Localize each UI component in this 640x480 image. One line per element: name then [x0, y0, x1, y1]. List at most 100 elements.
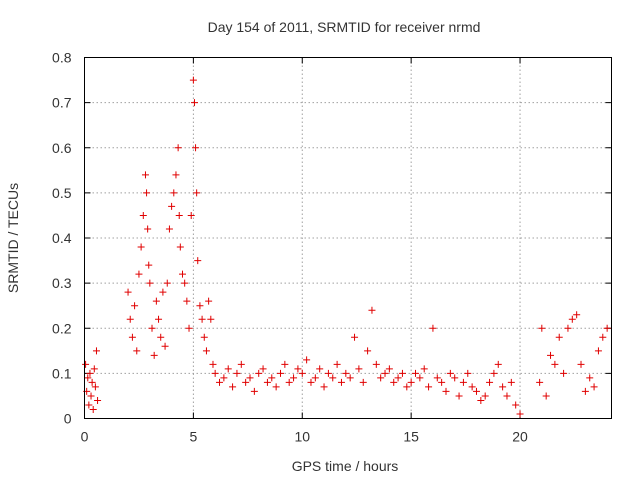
data-point: [168, 202, 176, 210]
data-point: [200, 333, 208, 341]
data-point: [464, 369, 472, 377]
data-point: [429, 324, 437, 332]
data-point: [490, 369, 498, 377]
data-point: [324, 369, 332, 377]
data-point: [503, 392, 511, 400]
data-point: [148, 324, 156, 332]
data-point: [242, 378, 250, 386]
data-point: [442, 387, 450, 395]
data-point: [135, 270, 143, 278]
data-point: [90, 365, 98, 373]
data-point: [209, 360, 217, 368]
data-point: [229, 383, 237, 391]
data-point: [459, 378, 467, 386]
data-point: [298, 369, 306, 377]
data-point: [211, 369, 219, 377]
data-point: [207, 315, 215, 323]
data-point: [176, 243, 184, 251]
data-point: [577, 360, 585, 368]
data-point: [359, 378, 367, 386]
chart-title: Day 154 of 2011, SRMTID for receiver nrm…: [208, 19, 481, 35]
data-point: [573, 311, 581, 319]
data-point: [564, 324, 572, 332]
data-point: [216, 378, 224, 386]
data-point: [599, 333, 607, 341]
data-point: [451, 374, 459, 382]
data-point: [89, 405, 97, 413]
data-point: [346, 374, 354, 382]
data-point: [455, 392, 463, 400]
y-tick-label: 0.5: [52, 185, 72, 201]
data-point: [174, 144, 182, 152]
y-axis-label: SRMTID / TECUs: [5, 183, 21, 293]
data-point: [355, 365, 363, 373]
data-point: [290, 374, 298, 382]
data-point: [337, 378, 345, 386]
data-point: [157, 333, 165, 341]
data-point: [263, 378, 271, 386]
data-point: [516, 410, 524, 418]
data-point: [390, 378, 398, 386]
data-point: [425, 383, 433, 391]
grid: [84, 57, 612, 419]
data-point: [368, 306, 376, 314]
y-tick-label: 0: [64, 411, 72, 427]
data-point: [194, 257, 202, 265]
data-point: [285, 378, 293, 386]
x-axis-label: GPS time / hours: [292, 458, 399, 474]
data-point: [494, 360, 502, 368]
y-tick-label: 0.8: [52, 50, 72, 66]
data-point: [372, 360, 380, 368]
data-point: [91, 383, 99, 391]
data-point: [603, 324, 611, 332]
data-point: [394, 374, 402, 382]
data-point: [237, 360, 245, 368]
data-point: [342, 369, 350, 377]
data-point: [446, 369, 454, 377]
data-point: [192, 144, 200, 152]
data-point: [189, 76, 197, 84]
data-point: [377, 374, 385, 382]
y-tick-label: 0.3: [52, 275, 72, 291]
data-point: [255, 369, 263, 377]
data-point: [272, 383, 280, 391]
data-point: [137, 243, 145, 251]
x-tick-label: 15: [403, 429, 419, 445]
data-point: [398, 369, 406, 377]
data-point: [246, 374, 254, 382]
data-point: [145, 261, 153, 269]
data-point: [472, 387, 480, 395]
data-point: [486, 378, 494, 386]
plot-frame: [84, 57, 612, 419]
data-point: [316, 365, 324, 373]
data-point: [84, 374, 92, 382]
data-point: [224, 365, 232, 373]
data-point: [320, 383, 328, 391]
data-point: [187, 211, 195, 219]
data-point: [281, 360, 289, 368]
data-point: [581, 387, 589, 395]
data-point: [205, 297, 213, 305]
data-point: [538, 324, 546, 332]
data-point: [568, 315, 576, 323]
data-point: [175, 211, 183, 219]
data-point: [198, 315, 206, 323]
data-point: [555, 333, 563, 341]
data-point: [233, 369, 241, 377]
data-point: [165, 225, 173, 233]
data-point: [128, 333, 136, 341]
x-tick-label: 20: [512, 429, 528, 445]
data-point: [594, 347, 602, 355]
data-point: [412, 369, 420, 377]
data-point: [183, 297, 191, 305]
x-tick-label: 5: [189, 429, 197, 445]
data-point: [146, 279, 154, 287]
data-point: [193, 189, 201, 197]
data-point: [163, 279, 171, 287]
data-point: [433, 374, 441, 382]
data-point: [161, 342, 169, 350]
data-point: [143, 189, 151, 197]
data-point: [85, 401, 93, 409]
data-point: [536, 378, 544, 386]
